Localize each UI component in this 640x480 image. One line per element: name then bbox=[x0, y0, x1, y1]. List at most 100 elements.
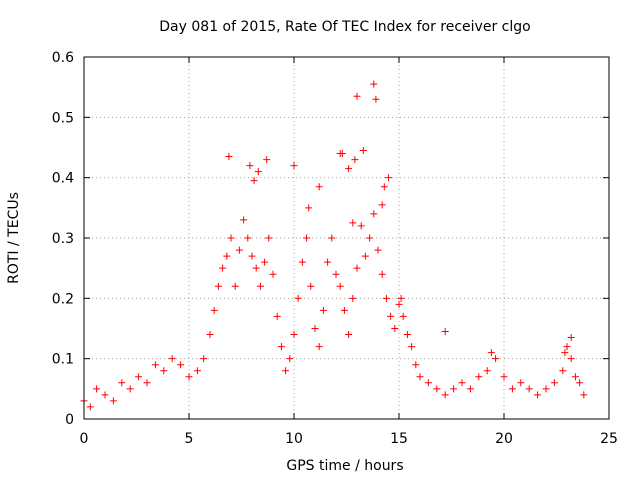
x-tick-label: 20 bbox=[495, 431, 513, 447]
data-point bbox=[93, 385, 101, 393]
data-points bbox=[80, 80, 588, 411]
data-point bbox=[248, 252, 256, 260]
x-axis-label: GPS time / hours bbox=[286, 458, 403, 474]
data-point bbox=[246, 162, 254, 170]
y-axis-label: ROTI / TECUs bbox=[6, 192, 22, 284]
data-point bbox=[305, 204, 313, 212]
data-point bbox=[357, 222, 365, 230]
data-point bbox=[290, 162, 298, 170]
data-point bbox=[378, 201, 386, 209]
data-point bbox=[345, 165, 353, 173]
data-point bbox=[261, 258, 269, 266]
data-point bbox=[441, 391, 449, 399]
data-point bbox=[168, 355, 176, 363]
data-point bbox=[397, 294, 405, 302]
data-point bbox=[500, 373, 508, 381]
data-point bbox=[466, 385, 474, 393]
data-point bbox=[571, 373, 579, 381]
data-point bbox=[256, 282, 264, 290]
data-point bbox=[294, 294, 302, 302]
data-point bbox=[263, 156, 271, 164]
data-point bbox=[433, 385, 441, 393]
data-point bbox=[210, 306, 218, 314]
axis-ticks bbox=[83, 56, 610, 420]
data-point bbox=[353, 92, 361, 100]
data-point bbox=[109, 397, 117, 405]
y-tick-label: 0.6 bbox=[52, 50, 74, 66]
data-point bbox=[206, 331, 214, 339]
data-point bbox=[338, 150, 346, 158]
data-point bbox=[227, 234, 235, 242]
data-point bbox=[160, 367, 168, 375]
data-point bbox=[135, 373, 143, 381]
data-point bbox=[370, 80, 378, 88]
data-point bbox=[391, 325, 399, 332]
data-point bbox=[567, 355, 575, 363]
data-point bbox=[303, 234, 311, 242]
data-point bbox=[307, 282, 315, 290]
x-tick-label: 10 bbox=[285, 431, 303, 447]
data-point bbox=[315, 343, 323, 351]
data-point bbox=[424, 379, 432, 387]
data-point bbox=[534, 391, 542, 399]
chart-title: Day 081 of 2015, Rate Of TEC Index for r… bbox=[159, 19, 530, 35]
data-point bbox=[290, 331, 298, 339]
data-point bbox=[345, 331, 353, 339]
data-point bbox=[328, 234, 336, 242]
x-tick-labels: 0 5 10 15 20 25 bbox=[80, 431, 618, 447]
y-tick-label: 0.5 bbox=[52, 110, 74, 126]
data-point bbox=[349, 294, 357, 302]
data-point bbox=[240, 216, 248, 224]
data-point bbox=[223, 252, 231, 260]
y-tick-label: 0.1 bbox=[52, 352, 74, 368]
data-point bbox=[177, 361, 185, 369]
data-point bbox=[219, 264, 227, 272]
data-point bbox=[286, 355, 294, 363]
data-point bbox=[265, 234, 273, 242]
x-tick-label: 0 bbox=[80, 431, 89, 447]
grid-lines bbox=[84, 57, 609, 419]
data-point bbox=[231, 282, 239, 290]
data-point bbox=[374, 246, 382, 254]
data-point bbox=[101, 391, 109, 399]
data-point bbox=[252, 264, 260, 272]
data-point bbox=[563, 343, 571, 351]
data-point bbox=[86, 403, 94, 411]
data-point bbox=[408, 343, 416, 351]
x-tick-label: 15 bbox=[390, 431, 408, 447]
x-tick-label: 5 bbox=[185, 431, 194, 447]
data-point bbox=[311, 325, 319, 332]
data-point bbox=[359, 147, 367, 155]
data-point bbox=[385, 174, 392, 182]
data-point bbox=[361, 252, 369, 260]
data-point bbox=[559, 367, 567, 375]
data-point bbox=[282, 367, 290, 375]
data-point bbox=[319, 306, 327, 314]
data-point bbox=[458, 379, 466, 387]
data-point bbox=[225, 153, 233, 161]
data-point bbox=[550, 379, 558, 387]
data-point bbox=[126, 385, 134, 393]
data-point bbox=[349, 219, 357, 227]
data-point bbox=[254, 168, 262, 176]
data-point bbox=[387, 312, 395, 320]
data-point bbox=[336, 282, 344, 290]
data-point bbox=[382, 294, 390, 302]
data-point bbox=[416, 373, 424, 381]
data-point bbox=[324, 258, 332, 266]
data-point bbox=[353, 264, 361, 272]
data-point bbox=[214, 282, 222, 290]
data-point bbox=[450, 385, 458, 393]
data-point bbox=[399, 312, 407, 320]
data-point bbox=[200, 355, 208, 363]
data-point bbox=[193, 367, 201, 375]
data-point bbox=[340, 306, 348, 314]
data-point bbox=[580, 391, 588, 399]
data-point bbox=[235, 246, 243, 254]
data-point bbox=[273, 312, 281, 320]
data-point bbox=[277, 343, 285, 351]
y-tick-label: 0 bbox=[65, 412, 74, 428]
data-point bbox=[250, 177, 258, 185]
data-point bbox=[380, 183, 388, 191]
